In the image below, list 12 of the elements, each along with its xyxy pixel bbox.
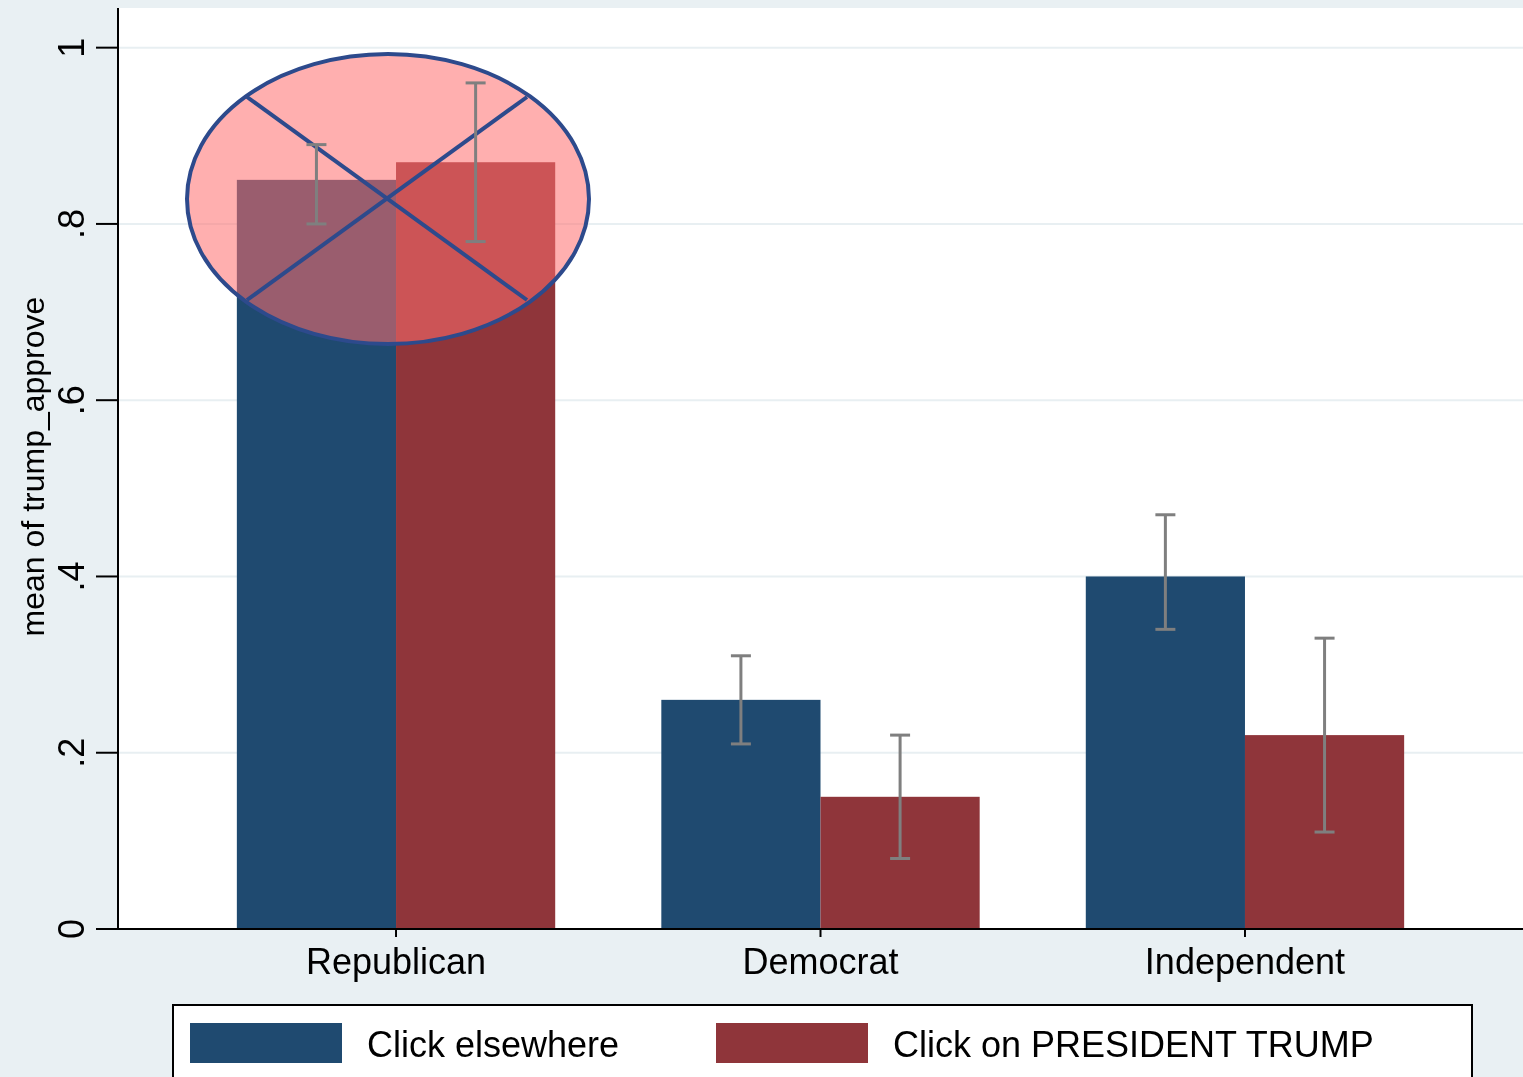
y-tick-label: .4 (51, 561, 92, 592)
y-tick-label: .2 (51, 737, 92, 768)
legend-label: Click on PRESIDENT TRUMP (893, 1024, 1374, 1065)
legend-label: Click elsewhere (367, 1024, 620, 1065)
y-tick-label: .8 (51, 208, 92, 239)
x-tick-label: Independent (1144, 941, 1346, 982)
x-tick-label: Republican (305, 941, 487, 982)
x-tick-label: Democrat (742, 941, 899, 982)
y-axis-title: mean of trump_approve (15, 296, 51, 637)
y-tick-label: .6 (51, 385, 92, 416)
y-tick-label: 0 (51, 918, 92, 940)
y-tick-label: 1 (51, 37, 92, 58)
